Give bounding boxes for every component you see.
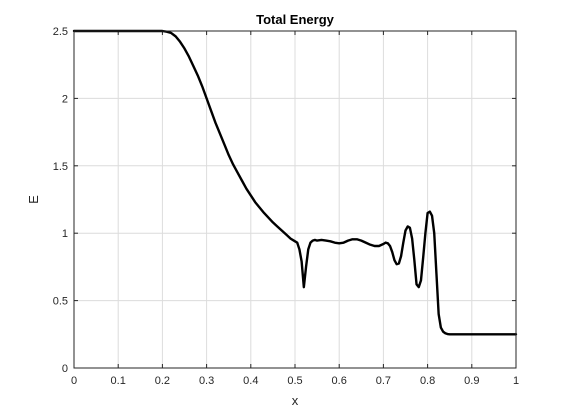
x-tick-label: 0.3	[199, 375, 214, 387]
x-tick-label: 0.5	[287, 375, 302, 387]
x-tick-label: 0.2	[155, 375, 170, 387]
x-axis-label: x	[292, 393, 299, 408]
x-tick-label: 0.7	[376, 375, 391, 387]
series-layer	[72, 29, 518, 369]
plot-border	[73, 30, 517, 369]
y-tick-label: 0.5	[53, 296, 68, 308]
chart-title: Total Energy	[256, 12, 335, 27]
x-tick-label: 0.9	[464, 375, 479, 387]
x-tick-label: 0	[71, 375, 77, 387]
y-tick-label: 1	[62, 228, 68, 240]
x-tick-label: 0.1	[111, 375, 126, 387]
y-axis-label: E	[26, 195, 41, 204]
y-tick-label: 1.5	[53, 161, 68, 173]
x-tick-label: 1	[513, 375, 519, 387]
y-tick-label: 2	[62, 93, 68, 105]
energy-series-line	[72, 29, 518, 336]
x-tick-label: 0.4	[243, 375, 258, 387]
y-tick-label: 0	[62, 363, 68, 375]
x-tick-label: 0.6	[332, 375, 347, 387]
x-tick-label: 0.8	[420, 375, 435, 387]
y-tick-label: 2.5	[53, 26, 68, 38]
